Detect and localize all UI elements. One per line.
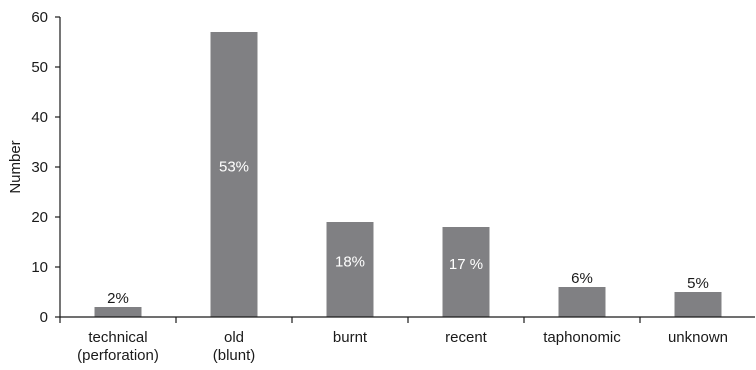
x-tick-label: (blunt) xyxy=(213,347,256,364)
bar xyxy=(94,307,142,317)
bar xyxy=(674,292,722,317)
x-tick-label: unknown xyxy=(668,329,728,346)
x-tick-label: recent xyxy=(445,329,488,346)
x-tick-label: burnt xyxy=(333,329,368,346)
data-label: 5% xyxy=(687,275,709,292)
y-axis-title: Number xyxy=(7,140,24,193)
y-tick-label: 50 xyxy=(31,59,48,76)
data-label: 53% xyxy=(219,159,249,176)
y-axis-ticks: 0 10 20 30 40 50 60 xyxy=(31,9,60,326)
y-tick-label: 40 xyxy=(31,109,48,126)
data-label: 2% xyxy=(107,290,129,307)
bar xyxy=(558,287,606,317)
y-tick-label: 20 xyxy=(31,209,48,226)
x-tick-label: (perforation) xyxy=(77,347,159,364)
x-tick-label: technical xyxy=(88,329,147,346)
y-tick-label: 10 xyxy=(31,259,48,276)
y-tick-label: 0 xyxy=(40,309,48,326)
x-tick-label: taphonomic xyxy=(543,329,621,346)
x-axis-ticks: technical(perforation) old(blunt) burnt rec… xyxy=(59,317,728,364)
x-tick-label: old xyxy=(224,329,244,346)
bars: 2% 53% 18% 17 % 6% 5% xyxy=(94,32,722,317)
bar xyxy=(442,227,490,317)
data-label: 6% xyxy=(571,270,593,287)
data-label: 17 % xyxy=(449,256,483,273)
bar xyxy=(210,32,258,317)
y-tick-label: 60 xyxy=(31,9,48,26)
data-label: 18% xyxy=(335,254,365,271)
y-tick-label: 30 xyxy=(31,159,48,176)
bar xyxy=(326,222,374,317)
